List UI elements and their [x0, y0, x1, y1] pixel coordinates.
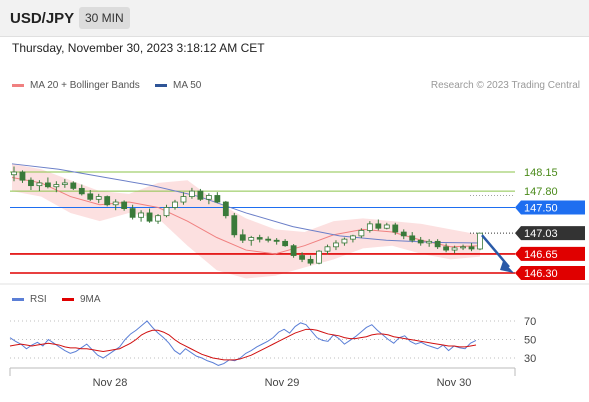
rsi-line: [9, 320, 477, 366]
candle-body: [265, 238, 272, 241]
candle-body: [104, 196, 111, 206]
nine-ma-swatch: [62, 298, 74, 301]
current-price-label: 147.03: [524, 228, 558, 240]
candle-body: [383, 224, 390, 229]
x-tick-label: Nov 30: [437, 377, 472, 389]
candle-body: [426, 240, 433, 244]
level-label-147.80: 147.80: [524, 186, 558, 198]
candle-body: [61, 182, 68, 185]
current-price-tag: [515, 226, 585, 241]
ma20-swatch: [12, 84, 24, 87]
candle-body: [460, 246, 466, 249]
candle-body: [95, 196, 102, 200]
candle-body: [273, 239, 280, 242]
candle-body: [451, 247, 458, 251]
candle-body: [180, 196, 187, 203]
candle-body: [222, 201, 229, 217]
candle-body: [443, 246, 450, 251]
candle-body: [36, 182, 43, 187]
rsi-tick-label-30: 30: [524, 353, 536, 365]
level-tag-146.65: [515, 246, 585, 261]
research-credit: Research © 2023 Trading Central: [430, 80, 580, 91]
nine-ma-label: 9MA: [80, 294, 101, 305]
candle-body: [172, 201, 178, 208]
forecast-arrow-shaft: [481, 234, 510, 268]
symbol-title: USD/JPY: [10, 10, 75, 27]
x-tick-label: Nov 29: [265, 377, 300, 389]
rsi-tick-label-70: 70: [524, 316, 536, 328]
chart-datetime: Thursday, November 30, 2023 3:18:12 AM C…: [12, 41, 265, 55]
candle-body: [138, 212, 144, 218]
level-tag-147.50: [515, 200, 585, 215]
legend-ma20: MA 20 + Bollinger Bands: [12, 80, 140, 91]
candle-body: [214, 195, 221, 203]
candle-body: [70, 182, 77, 189]
candle-body: [87, 193, 94, 200]
level-label-147.50: 147.50: [524, 202, 558, 214]
candle-body: [163, 207, 170, 217]
level-label-148.15: 148.15: [524, 167, 558, 179]
candle-body: [434, 240, 441, 248]
level-label-146.65: 146.65: [524, 249, 558, 261]
candle-body: [112, 201, 119, 206]
candle-body: [400, 231, 407, 237]
candle-body: [468, 246, 475, 250]
candle-body: [78, 187, 85, 195]
legend-9ma: 9MA: [62, 294, 101, 305]
x-tick-label: Nov 28: [93, 377, 128, 389]
candle-body: [44, 182, 51, 188]
candle-body: [341, 238, 348, 244]
candle-body: [392, 224, 399, 233]
candle-body: [239, 234, 246, 241]
candle-body: [333, 242, 339, 248]
candle-body: [11, 171, 17, 176]
candle-body: [417, 239, 424, 244]
candle-body: [307, 258, 314, 264]
candle-body: [375, 223, 382, 229]
rsi-swatch: [12, 298, 24, 301]
candle-body: [53, 184, 60, 188]
candle-body: [205, 195, 212, 200]
ma50-label: MA 50: [173, 80, 202, 91]
candle-body: [316, 250, 322, 264]
ma50-line: [11, 163, 481, 244]
candle-body: [477, 232, 483, 250]
candle-body: [197, 190, 204, 200]
candle-body: [290, 245, 297, 256]
candle-body: [248, 237, 255, 241]
candle-body: [358, 230, 365, 237]
candle-body: [129, 208, 136, 218]
ma50-swatch: [155, 84, 167, 87]
header-bar: USD/JPY 30 MIN: [0, 0, 589, 37]
candle-body: [231, 215, 238, 236]
bollinger-band: [12, 163, 480, 279]
rsi-label: RSI: [30, 294, 47, 305]
ma20-label: MA 20 + Bollinger Bands: [30, 80, 140, 91]
candle-body: [146, 212, 153, 222]
candle-body: [19, 171, 26, 181]
candle-body: [409, 235, 416, 241]
candle-body: [121, 201, 128, 209]
level-label-146.30: 146.30: [524, 268, 558, 280]
candle-body: [299, 255, 305, 260]
candle-body: [366, 223, 373, 231]
candle-body: [155, 215, 161, 222]
candle-body: [282, 240, 289, 247]
rsi-9ma-line: [9, 328, 477, 361]
level-tag-146.30: [515, 266, 585, 280]
candle-body: [189, 190, 195, 197]
candle-body: [256, 237, 263, 240]
forecast-arrow-head: [500, 261, 514, 273]
interval-badge[interactable]: 30 MIN: [79, 7, 130, 29]
candle-body: [350, 235, 356, 240]
legend-ma50: MA 50: [155, 80, 201, 91]
rsi-tick-label-50: 50: [524, 335, 536, 347]
candle-body: [28, 179, 34, 187]
legend-rsi: RSI: [12, 294, 47, 305]
candle-body: [324, 246, 331, 252]
